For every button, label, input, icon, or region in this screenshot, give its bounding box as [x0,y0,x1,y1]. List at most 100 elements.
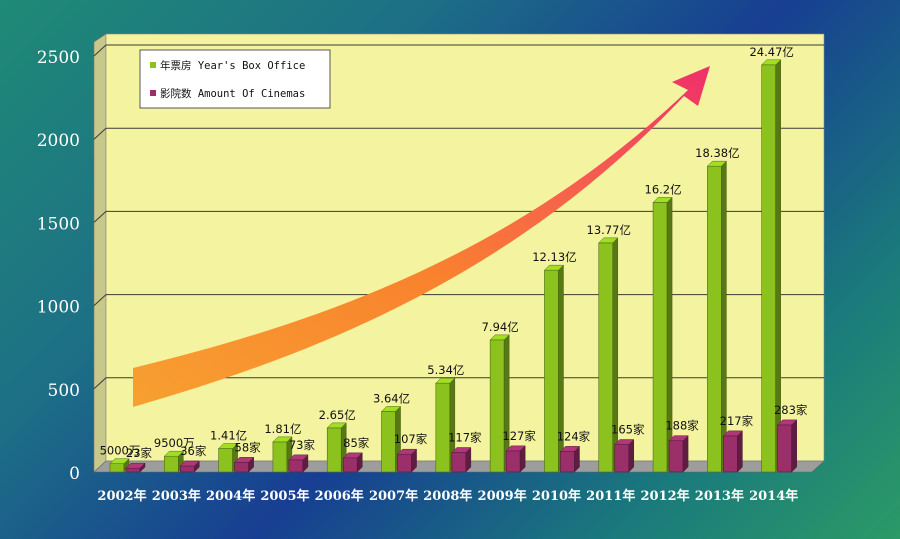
x-tick-label: 2011年 [586,488,635,504]
data-label-box-office: 12.13亿 [532,250,576,264]
bar-box-office [598,237,619,473]
data-label-cinemas: 85家 [343,436,370,450]
bar-series [109,59,798,473]
bar-cinemas [234,456,255,473]
bar-cinemas-top [722,430,743,437]
bar-box-office-top [598,237,619,244]
y-tick-label: 1000 [37,298,80,318]
x-tick-label: 2004年 [206,488,255,504]
bar-cinemas-top [234,457,255,463]
bar-box-office [435,377,456,473]
data-label-cinemas: 36家 [180,444,207,458]
bar-box-office [761,59,782,473]
bar-cinemas-front [451,452,467,473]
legend-swatch-box-office [150,62,156,68]
bar-cinemas-front [777,424,792,473]
bar-cinemas-top [396,448,418,455]
bar-cinemas-front [180,465,195,473]
bar-box-office-front [272,441,288,473]
data-label-box-office: 2.65亿 [319,408,356,422]
bar-cinemas-front [668,440,684,473]
legend-label-box-office: 年票房 Year's Box Office [160,59,305,72]
bar-cinemas-front [614,444,630,473]
bar-box-office [652,196,673,473]
data-label-box-office: 24.47亿 [749,45,793,59]
bar-cinemas-side [737,430,743,473]
bar-box-office-top [706,160,727,167]
bar-box-office-front [489,339,505,473]
bar-cinemas-side [628,438,635,473]
bar-box-office-top [652,197,673,203]
bar-box-office [543,264,565,473]
bar-cinemas [505,445,526,473]
bar-box-office-side [612,237,619,473]
bar-box-office-top [489,334,510,341]
bar-cinemas [614,438,635,473]
y-tick-label: 0 [69,464,80,484]
grid-line-side [93,294,107,306]
data-label-box-office: 5000万 [100,444,141,458]
y-tick-label: 2500 [37,48,80,68]
bar-box-office-top [218,443,239,449]
data-label-box-office: 1.41亿 [210,429,247,443]
y-axis: 0 500 1000 1500 2000 2500 [37,48,80,484]
bar-box-office-top [543,264,565,271]
bar-cinemas [396,448,418,473]
x-tick-label: 2010年 [532,488,581,504]
bar-box-office-front [109,463,125,473]
data-label-cinemas: 127家 [502,429,536,443]
bar-cinemas-top [288,454,309,461]
x-tick-label: 2009年 [478,488,527,504]
bar-cinemas-top [777,419,798,426]
bar-cinemas [288,454,309,473]
bar-box-office-front [326,427,342,473]
bar-cinemas-front [505,450,521,473]
bar-cinemas [451,446,472,473]
bar-cinemas [559,445,581,473]
bar-cinemas-top [125,462,146,469]
bar-cinemas-front [342,457,358,473]
bar-cinemas-top [668,435,689,441]
bar-box-office-top [326,422,347,429]
data-label-box-office: 5.34亿 [427,363,464,377]
x-tick-label: 2005年 [260,488,309,504]
data-label-cinemas: 107家 [394,432,428,446]
data-label-cinemas: 165家 [611,423,645,437]
x-tick-label: 2013年 [695,488,744,504]
bar-box-office-front [164,455,179,473]
bar-cinemas [722,430,743,473]
bar-cinemas-top [451,447,472,453]
grid-line-side [93,377,107,390]
bar-cinemas-front [288,459,304,473]
bar-cinemas-front [397,453,412,473]
bar-cinemas-front [125,467,141,473]
bar-cinemas-side [791,419,797,473]
bar-cinemas-front [560,451,575,473]
bar-cinemas [342,452,363,473]
x-tick-label: 2003年 [152,488,201,504]
data-label-cinemas: 124家 [557,429,591,443]
bar-cinemas-top [342,452,363,459]
bar-cinemas-top [179,460,200,467]
bar-box-office-top [272,436,293,443]
data-label-cinemas: 58家 [235,440,262,454]
bar-box-office-top [761,59,782,66]
data-label-cinemas: 217家 [720,414,754,428]
data-label-box-office: 7.94亿 [482,320,519,334]
bar-cinemas [777,419,798,473]
bar-box-office [272,436,293,473]
x-tick-label: 2007年 [369,488,418,504]
bar-box-office-top [109,458,130,464]
bar-cinemas [179,460,200,473]
legend: 年票房 Year's Box Office 影院数 Amount Of Cine… [139,49,331,109]
bar-box-office-top [435,377,456,384]
data-label-box-office: 13.77亿 [587,223,631,237]
left-wall [93,33,107,473]
x-tick-label: 2008年 [423,488,472,504]
legend-label-cinemas: 影院数 Amount Of Cinemas [160,87,305,100]
bar-cinemas-top [559,446,581,452]
x-axis: 2002年 2003年 2004年 2005年 2006年 2007年 2008年 2009年… [97,488,798,504]
